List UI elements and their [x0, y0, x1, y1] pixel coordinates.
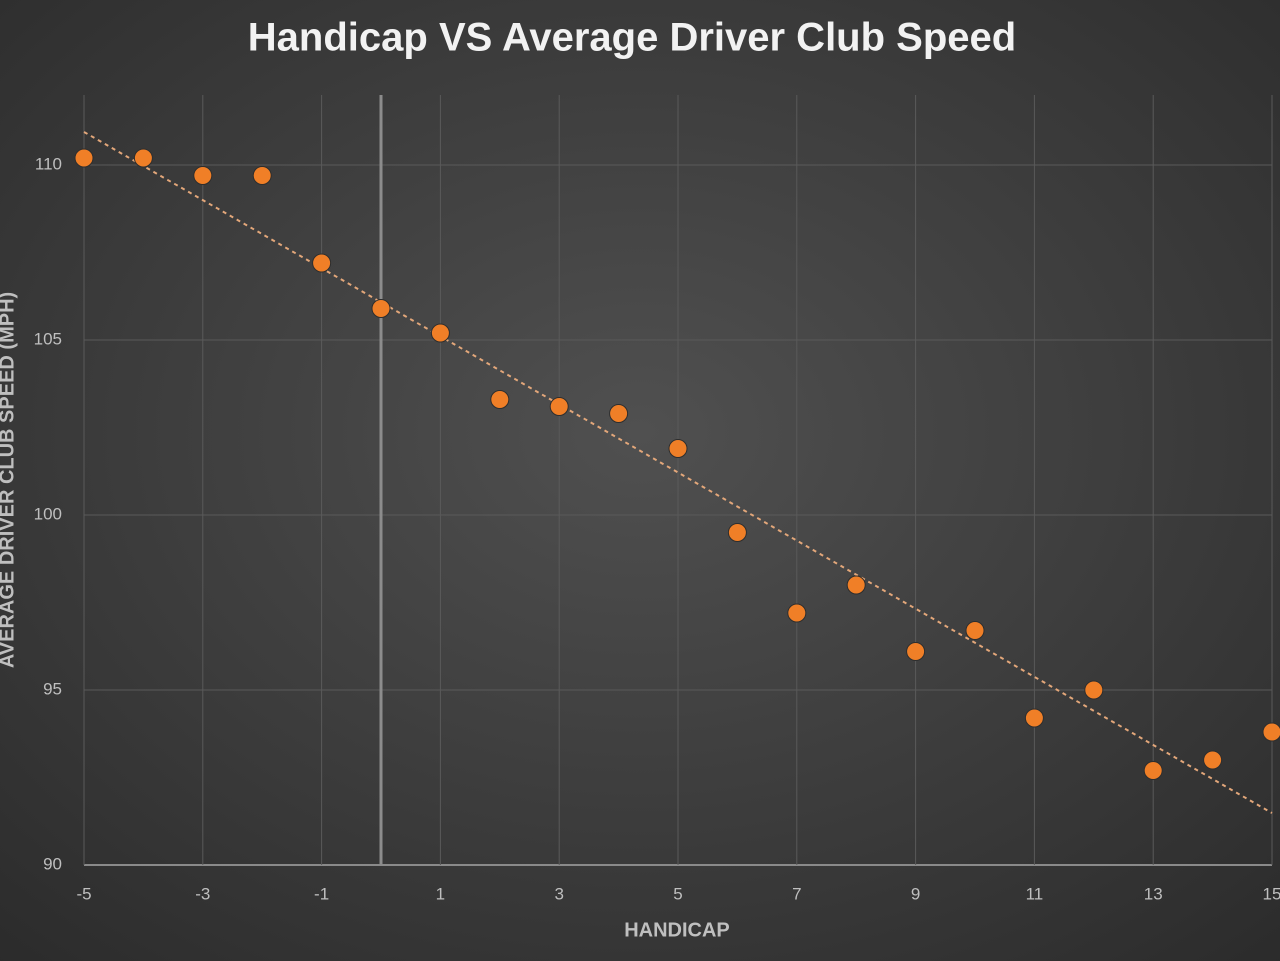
data-point [787, 603, 807, 623]
y-tick-label: 100 [34, 504, 62, 523]
x-tick-label: -3 [195, 884, 210, 903]
chart-title: Handicap VS Average Driver Club Speed [248, 16, 1016, 60]
data-point [430, 323, 450, 343]
x-tick-label: 9 [911, 884, 920, 903]
y-tick-label: 105 [34, 329, 62, 348]
data-point [1203, 750, 1223, 770]
data-point [965, 621, 985, 640]
data-point [133, 148, 153, 168]
data-point [371, 299, 391, 318]
x-tick-label: -5 [76, 884, 91, 903]
y-tick-label: 95 [43, 679, 62, 698]
data-point [549, 397, 569, 416]
data-point [846, 575, 866, 595]
data-point [727, 523, 747, 542]
data-point [1143, 761, 1163, 780]
data-point [1024, 708, 1044, 728]
data-point [668, 439, 688, 458]
data-point [609, 404, 629, 423]
data-point [193, 166, 213, 185]
x-tick-label: 1 [436, 884, 445, 903]
x-tick-label: 3 [554, 884, 563, 903]
data-point [74, 148, 94, 168]
data-point [252, 166, 272, 185]
data-point [490, 390, 510, 409]
data-point [312, 253, 332, 273]
data-point [1084, 680, 1104, 700]
y-tick-label: 110 [35, 154, 62, 173]
x-tick-label: 13 [1144, 884, 1163, 903]
x-tick-label: -1 [314, 884, 329, 903]
x-tick-label: 15 [1263, 884, 1280, 903]
x-tick-label: 11 [1026, 884, 1044, 903]
data-point [1262, 722, 1280, 742]
x-tick-label: 7 [792, 884, 801, 903]
x-axis-title: HANDICAP [624, 919, 730, 941]
x-tick-label: 5 [673, 884, 682, 903]
y-tick-label: 90 [43, 854, 62, 873]
y-axis-title: AVERAGE DRIVER CLUB SPEED (MPH) [0, 292, 18, 668]
data-point [906, 642, 926, 661]
